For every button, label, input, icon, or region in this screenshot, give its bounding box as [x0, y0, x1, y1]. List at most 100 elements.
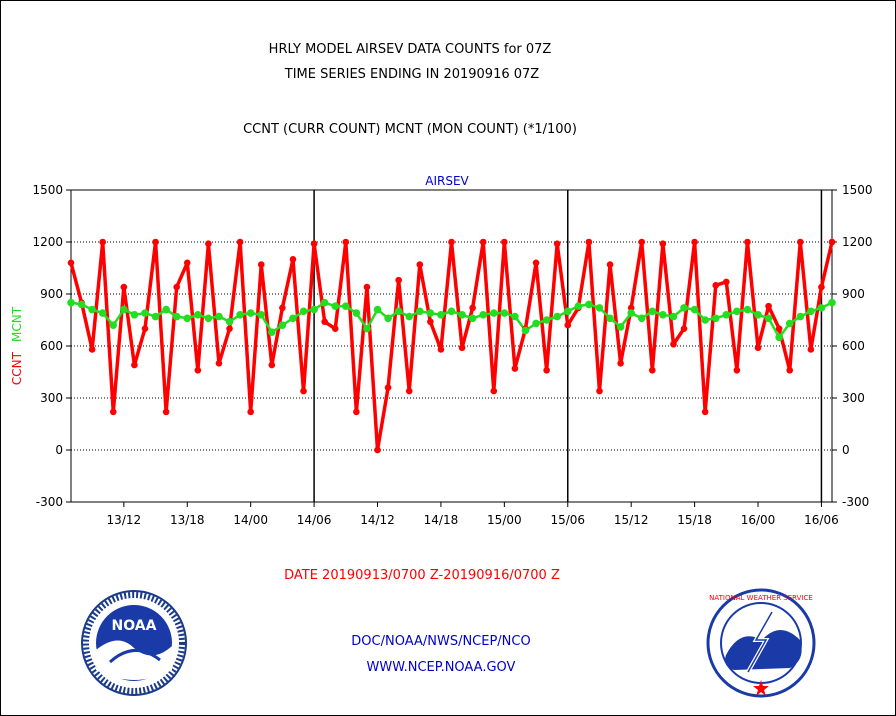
data-point-mcnt	[151, 312, 160, 321]
data-point-mcnt	[595, 304, 604, 312]
x-tick-label: 16/06	[804, 513, 839, 527]
data-point-ccnt	[437, 346, 445, 353]
data-point-mcnt	[542, 316, 551, 324]
chart-title-line-1: HRLY MODEL AIRSEV DATA COUNTS for 07Z	[269, 42, 552, 57]
data-point-mcnt	[373, 305, 382, 314]
x-tick-label: 15/00	[487, 513, 522, 527]
y-tick-label-left: 300	[40, 391, 63, 405]
data-point-ccnt	[99, 238, 107, 246]
data-point-mcnt	[553, 312, 561, 321]
data-point-ccnt	[162, 408, 170, 416]
data-point-ccnt	[712, 282, 720, 289]
data-point-ccnt	[448, 238, 455, 246]
x-tick-label: 14/18	[424, 513, 459, 527]
data-point-mcnt	[796, 312, 805, 321]
y-tick-label-right: 1500	[842, 183, 873, 197]
data-point-ccnt	[596, 387, 603, 395]
data-point-ccnt	[321, 318, 328, 326]
data-point-mcnt	[194, 311, 202, 319]
data-point-mcnt	[183, 314, 192, 323]
data-point-mcnt	[521, 326, 530, 335]
data-point-mcnt	[299, 307, 308, 316]
data-point-mcnt	[268, 328, 276, 336]
data-point-ccnt	[331, 325, 339, 332]
data-point-mcnt	[225, 317, 234, 326]
y-tick-label-right: 600	[842, 339, 865, 353]
data-point-mcnt	[342, 302, 350, 310]
y-tick-label-left: -300	[36, 495, 63, 509]
data-point-ccnt	[268, 361, 276, 369]
nws-seal: NATIONAL WEATHER SERVICE	[706, 588, 816, 698]
data-point-mcnt	[98, 309, 107, 317]
y-tick-label-right: 900	[842, 287, 865, 301]
data-point-mcnt	[669, 312, 678, 321]
noaa-logo: NOAA	[81, 590, 187, 696]
data-point-mcnt	[817, 304, 826, 312]
chart-title-line-2: TIME SERIES ENDING IN 20190916 07Z	[284, 67, 540, 82]
data-point-ccnt	[649, 366, 656, 374]
data-point-mcnt	[236, 311, 244, 319]
data-point-mcnt	[585, 300, 593, 309]
x-tick-label: 15/12	[614, 513, 649, 527]
data-point-ccnt	[173, 283, 180, 291]
data-point-ccnt	[744, 238, 751, 246]
y-axis-label-group: CCNT MCNT	[10, 306, 24, 385]
data-point-mcnt	[204, 314, 213, 323]
data-point-ccnt	[416, 261, 424, 268]
data-point-ccnt	[701, 408, 709, 416]
data-point-ccnt	[670, 340, 677, 348]
data-point-ccnt	[680, 325, 688, 332]
x-tick-label: 14/06	[297, 513, 332, 527]
data-point-ccnt	[226, 325, 233, 332]
data-point-ccnt	[786, 366, 794, 374]
data-point-ccnt	[807, 346, 815, 353]
data-point-mcnt	[479, 311, 488, 319]
data-point-mcnt	[130, 311, 139, 319]
data-point-ccnt	[405, 387, 413, 395]
data-point-ccnt	[543, 366, 550, 374]
y-axis-label-mcnt: MCNT	[10, 306, 24, 342]
data-point-mcnt	[500, 309, 509, 317]
data-point-ccnt	[501, 238, 508, 246]
data-point-ccnt	[617, 360, 624, 367]
credit-line-2: WWW.NCEP.NOAA.GOV	[367, 660, 516, 675]
data-point-mcnt	[352, 309, 361, 317]
data-point-ccnt	[109, 408, 117, 416]
data-point-mcnt	[458, 311, 466, 319]
chart-subtitle: CCNT (CURR COUNT) MCNT (MON COUNT) (*1/1…	[243, 122, 577, 137]
data-point-ccnt	[553, 240, 561, 248]
data-point-mcnt	[754, 311, 762, 319]
data-point-mcnt	[733, 307, 741, 316]
y-tick-label-left: 1500	[32, 183, 63, 197]
x-tick-label: 13/18	[170, 513, 205, 527]
x-tick-label: 14/12	[360, 513, 395, 527]
data-point-ccnt	[765, 302, 772, 310]
data-point-ccnt	[279, 304, 286, 312]
data-point-ccnt	[300, 387, 307, 395]
data-point-ccnt	[236, 238, 244, 246]
data-point-ccnt	[67, 259, 75, 267]
data-point-mcnt	[310, 305, 318, 314]
data-point-mcnt	[606, 314, 614, 323]
data-point-ccnt	[796, 238, 804, 246]
data-point-ccnt	[395, 276, 402, 284]
data-point-mcnt	[257, 311, 266, 319]
data-point-ccnt	[606, 261, 614, 268]
data-point-ccnt	[585, 238, 593, 246]
data-point-ccnt	[469, 304, 476, 312]
data-point-mcnt	[532, 319, 540, 328]
data-point-mcnt	[648, 307, 657, 316]
data-point-ccnt	[511, 365, 519, 372]
data-point-mcnt	[67, 298, 75, 307]
data-point-mcnt	[489, 309, 498, 317]
data-point-mcnt	[278, 321, 287, 330]
data-point-ccnt	[627, 304, 635, 312]
data-point-ccnt	[131, 361, 138, 369]
data-point-mcnt	[511, 312, 519, 321]
data-point-ccnt	[532, 259, 540, 267]
data-point-mcnt	[701, 316, 709, 324]
data-point-ccnt	[363, 283, 371, 291]
data-point-ccnt	[205, 240, 212, 248]
data-point-ccnt	[754, 344, 762, 352]
data-point-mcnt	[162, 305, 170, 314]
